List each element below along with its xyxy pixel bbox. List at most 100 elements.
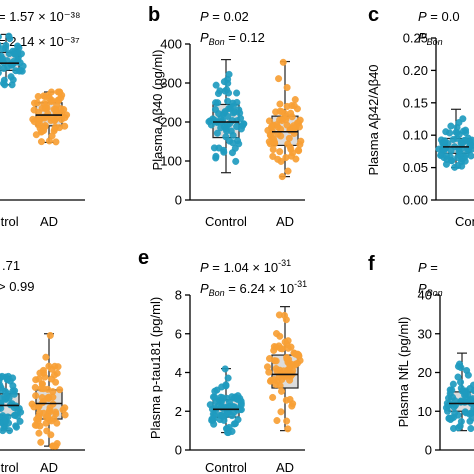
panel-a-point-ad xyxy=(37,128,45,136)
panel-e-point-control xyxy=(234,392,242,400)
panel-a-plot xyxy=(0,32,71,146)
panel-e-point-ad xyxy=(275,342,283,350)
panel-d-point-control xyxy=(0,427,7,435)
panel-b-point-ad xyxy=(290,122,298,130)
panel-f-point-control xyxy=(445,415,453,423)
panel-f-point-control xyxy=(448,386,456,394)
panel-e-category-label-ad: AD xyxy=(276,460,294,474)
panel-c-point-control xyxy=(459,115,467,123)
panel-a-point-ad xyxy=(48,132,56,140)
panel-b-point-control xyxy=(222,133,230,141)
panel-b-stat-line-2: PBon = 0.12 xyxy=(200,30,265,47)
panel-d-point-ad xyxy=(52,442,60,450)
panel-b-point-control xyxy=(224,112,232,120)
panel-e-point-control xyxy=(223,394,231,402)
panel-b-point-control xyxy=(233,123,241,131)
panel-d-point-ad xyxy=(61,404,69,412)
panel-b-point-control xyxy=(229,139,237,147)
panel-f: f P = PBon Plasma NfL (pg/ml) 0 10 20 30 40 xyxy=(368,253,474,458)
panel-e-point-ad xyxy=(287,343,295,351)
panel-b-point-ad xyxy=(290,102,298,110)
panel-f-y-tick-label: 40 xyxy=(418,288,432,303)
panel-f-point-control xyxy=(456,422,464,430)
panel-d-point-control xyxy=(12,423,20,431)
panel-a-point-ad xyxy=(51,125,59,133)
panel-e-y-ticks: 0 2 4 6 8 xyxy=(175,288,190,458)
panel-e-point-ad xyxy=(282,396,290,404)
panel-c-point-control xyxy=(460,127,468,135)
panel-f-y-tick-label: 30 xyxy=(418,326,432,341)
panel-d-point-ad xyxy=(35,412,43,420)
panel-a-point-control xyxy=(0,69,2,76)
panel-e-point-control xyxy=(216,411,224,419)
panel-b-point-control xyxy=(229,131,237,139)
panel-f-point-control xyxy=(461,391,469,399)
panel-c-plot xyxy=(435,108,474,171)
panel-d-point-ad xyxy=(35,429,43,437)
panel-b-y-ticks: 0 100 200 300 400 xyxy=(160,37,190,208)
panel-a-point-ad xyxy=(57,94,65,102)
panel-b-point-ad xyxy=(276,148,284,156)
panel-d-point-ad xyxy=(52,408,60,416)
panel-b-point-control xyxy=(233,89,241,97)
panel-a-stat-line-1: = 1.57 × 10⁻³⁸ xyxy=(0,9,80,24)
panel-c-y-axis-label: Plasma Aβ42/Aβ40 xyxy=(366,64,381,175)
panel-e-y-tick-label: 8 xyxy=(175,288,182,303)
panel-d-point-ad xyxy=(36,369,44,377)
panel-b-y-tick-label: 200 xyxy=(160,115,182,130)
panel-b-point-ad xyxy=(295,123,303,131)
panel-b-letter: b xyxy=(148,4,160,26)
panel-c-letter: c xyxy=(368,4,379,26)
panel-e-point-control xyxy=(237,399,245,407)
panel-f-y-axis-label: Plasma NfL (pg/ml) xyxy=(396,317,411,428)
panel-d-point-ad xyxy=(45,407,53,415)
panel-d-plot xyxy=(0,331,69,450)
panel-b-point-ad xyxy=(296,141,304,149)
panel-b-point-ad xyxy=(278,108,286,116)
panel-a-point-control xyxy=(0,58,1,63)
panel-b-point-control xyxy=(232,157,240,165)
panel-d-point-control xyxy=(9,382,17,390)
panel-e-point-ad xyxy=(280,311,288,319)
panel-b-point-control xyxy=(225,89,233,97)
panel-b-point-ad xyxy=(295,147,303,155)
panel-b-point-control xyxy=(228,149,236,157)
panel-b-point-ad xyxy=(279,58,287,66)
panel-a-category-label-1: ntrol xyxy=(0,214,19,229)
panel-e: e P = 1.04 × 10-31 PBon = 6.24 × 10-31 P… xyxy=(138,247,307,474)
panel-e-y-tick-label: 0 xyxy=(175,443,182,458)
panel-d-point-control xyxy=(0,413,3,421)
panel-a-point-ad xyxy=(52,105,60,113)
panel-a: = 1.57 × 10⁻³⁸ = 2.14 × 10⁻³⁷ ntrol AD xyxy=(0,9,85,229)
panel-b-point-control xyxy=(212,99,220,107)
panel-b-point-control xyxy=(228,117,236,125)
panel-c-point-control xyxy=(447,122,455,130)
panel-c-point-control xyxy=(464,134,472,142)
panel-b-stat-line-1: P = 0.02 xyxy=(200,9,249,24)
panel-b-point-control xyxy=(225,70,233,78)
panel-a-point-control xyxy=(0,52,5,60)
panel-a-point-control xyxy=(18,67,26,75)
panel-f-y-ticks: 0 10 20 30 40 xyxy=(418,288,440,458)
panel-c-y-tick-label: 0.10 xyxy=(403,128,428,143)
panel-e-point-control xyxy=(224,374,232,382)
panel-f-point-control xyxy=(450,424,458,432)
panel-a-point-ad xyxy=(40,100,48,108)
panel-b-point-control xyxy=(210,144,218,152)
panel-f-stat-line-1: P = xyxy=(418,260,438,275)
panel-f-letter: f xyxy=(368,253,375,275)
panel-d-point-ad xyxy=(45,362,53,370)
panel-b-point-ad xyxy=(276,100,284,108)
panel-d-point-ad xyxy=(49,388,57,396)
panel-d: .71 > 0.99 ntrol AD xyxy=(0,258,85,474)
panel-b-point-control xyxy=(237,114,245,122)
panel-c-y-ticks: 0.00 0.05 0.10 0.15 0.20 0.25 xyxy=(403,31,436,208)
panel-a-point-ad xyxy=(61,122,69,130)
panel-b: b P = 0.02 PBon = 0.12 Plasma Aβ40 (pg/m… xyxy=(148,4,305,229)
panel-e-point-ad xyxy=(289,400,297,408)
panel-d-point-ad xyxy=(31,383,39,391)
panel-c-point-control xyxy=(447,147,455,155)
panel-b-point-ad xyxy=(296,116,304,124)
panel-e-point-ad xyxy=(273,417,281,425)
panel-c-point-control xyxy=(458,162,466,170)
